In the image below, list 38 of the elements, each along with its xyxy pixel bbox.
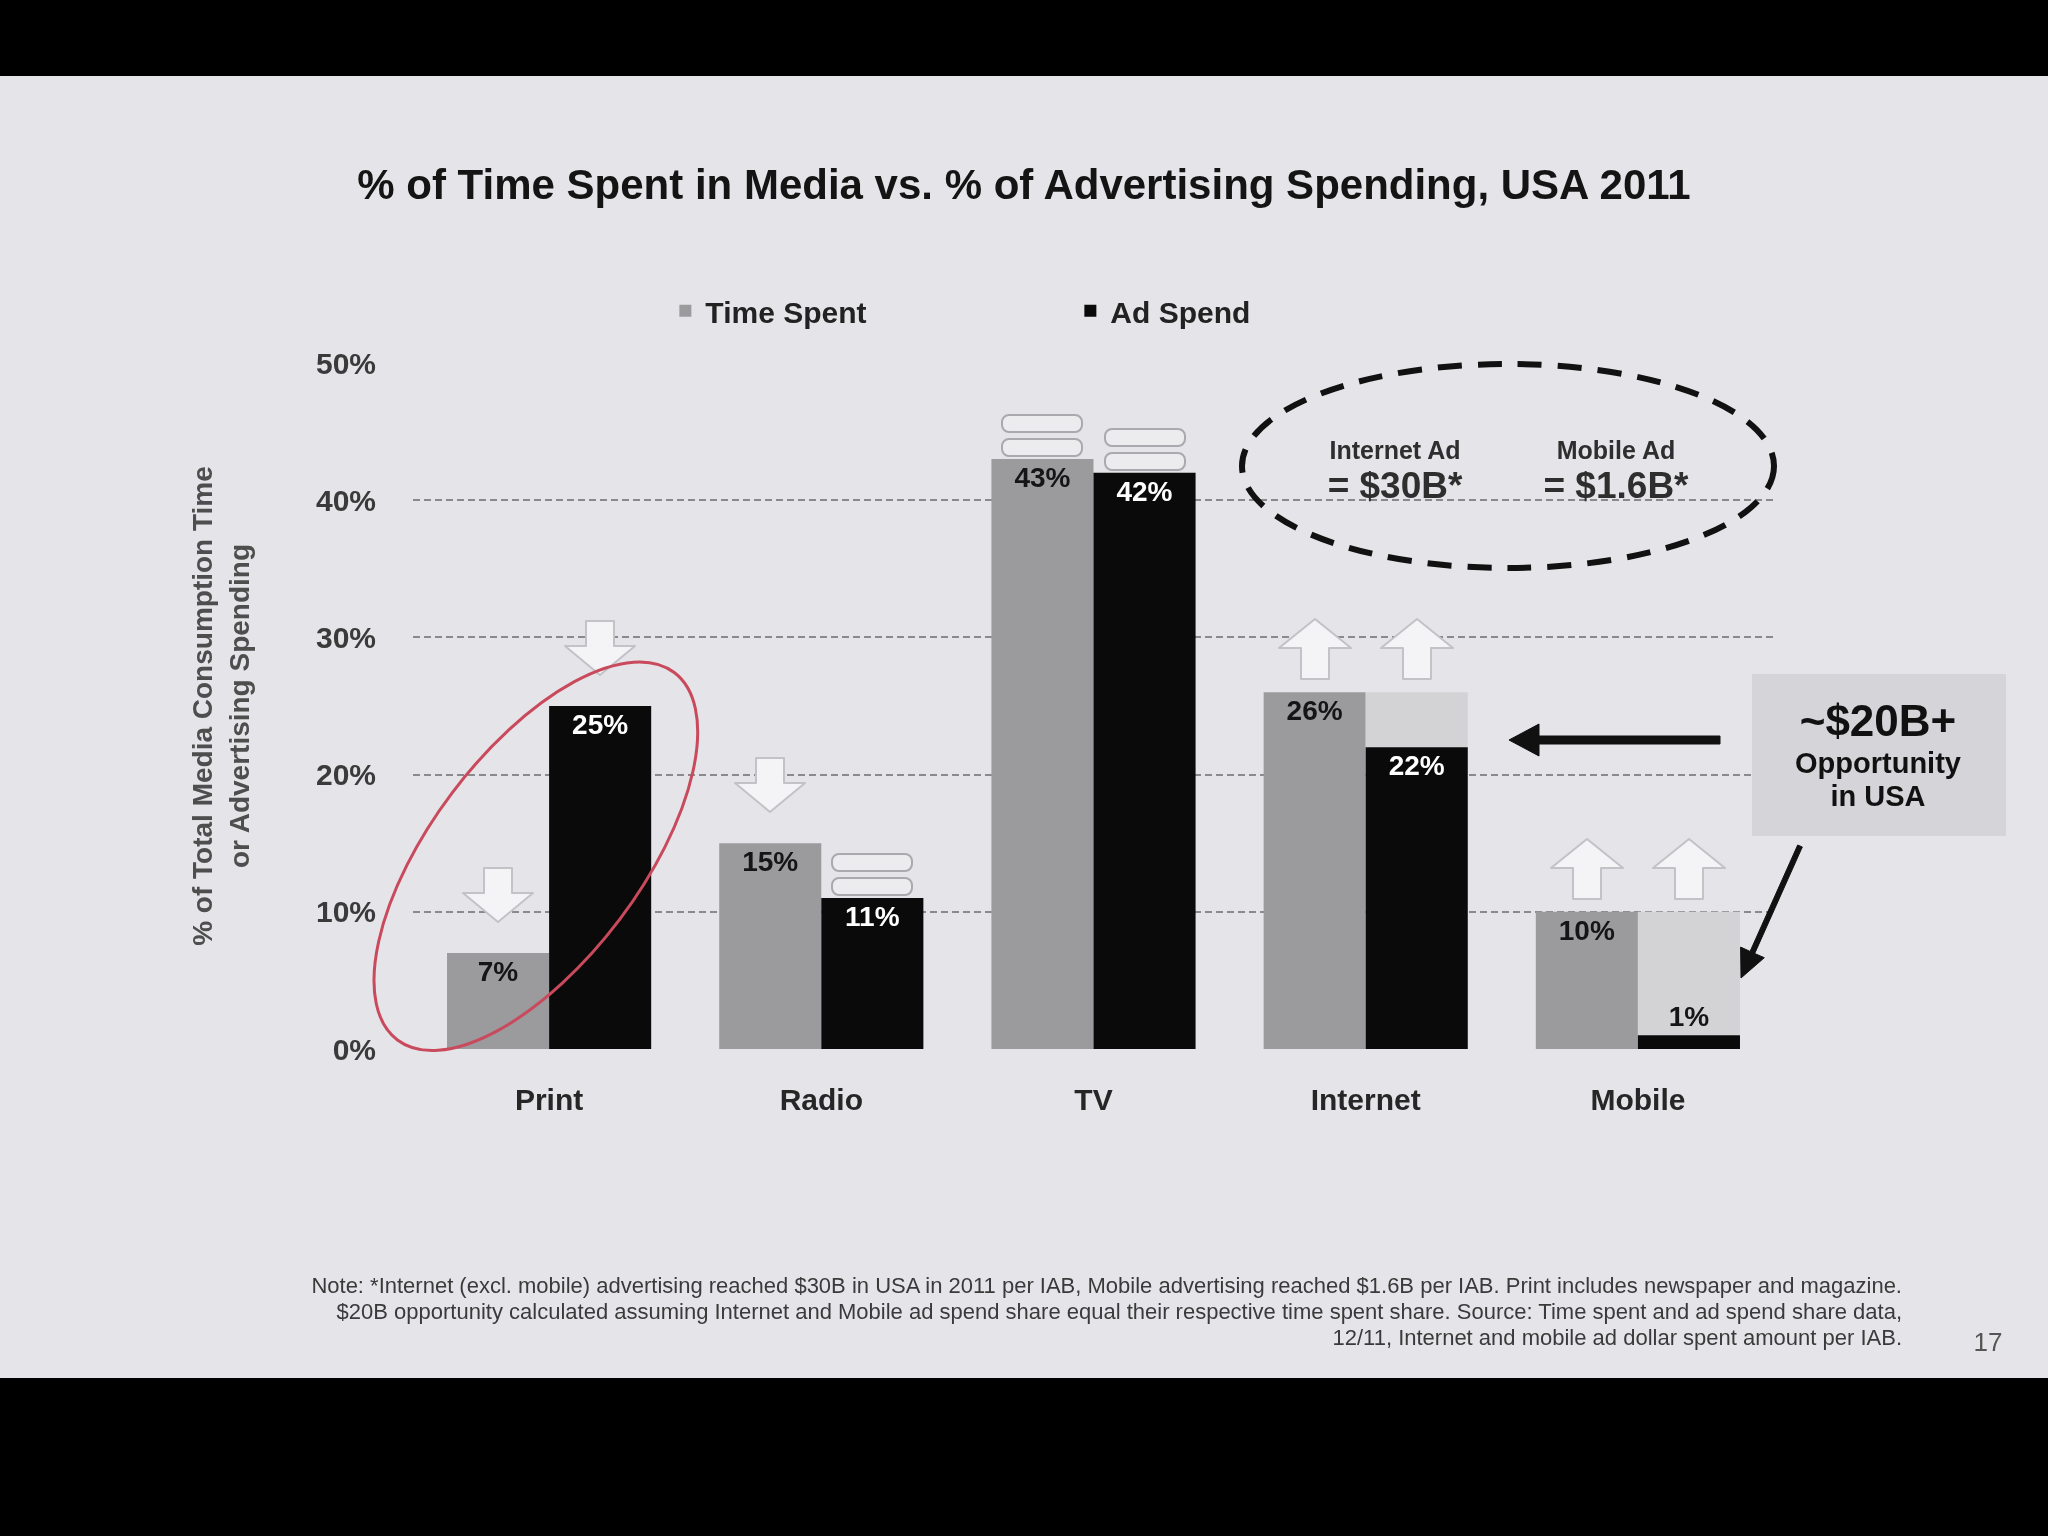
annotation: Internet Ad = $30B* <box>1327 436 1463 508</box>
data-label: 26% <box>1286 695 1343 727</box>
data-label: 42% <box>1116 475 1173 507</box>
y-tick-label: 40% <box>315 483 376 517</box>
legend-label: Ad Spend <box>1110 295 1251 329</box>
data-label: 15% <box>742 846 799 878</box>
data-label: 25% <box>572 709 629 740</box>
bar <box>1263 692 1366 1049</box>
text: Note: *Internet (excl. mobile) advertising reached $30B in USA in 2011 per IAB, Mobile advertising reached $1.6B per IAB. Print includes newspaper and magazine. $20B opportunity calculated assuming Internet and Mobile ad spend share equal their respective time spent share. Source: Time spent and ad spend share data, 12/11, Internet and mobile ad dollar spent amount per IAB. <box>310 1273 1902 1351</box>
x-tick-label: Radio <box>779 1083 863 1116</box>
data-label: 10% <box>1558 914 1615 946</box>
legend-label: Time Spent <box>705 295 867 329</box>
bar <box>719 843 822 1049</box>
x-tick-label: Internet <box>1310 1083 1421 1116</box>
bar <box>447 952 550 1049</box>
text: ~$20B+ Opportunity in USA <box>1795 696 1961 814</box>
data-label: 7% <box>477 955 519 987</box>
y-tick-label: 10% <box>315 895 376 929</box>
bar <box>549 706 652 1049</box>
data-label: 22% <box>1388 750 1445 782</box>
y-axis-title: % of Total Media Consumption Time or Advertising Spending <box>187 466 255 946</box>
x-tick-label: Mobile <box>1590 1083 1686 1116</box>
data-label: 11% <box>845 901 900 933</box>
text: 17 <box>1973 1327 2003 1358</box>
y-tick-label: 50% <box>315 346 376 380</box>
y-tick-label: 20% <box>315 758 376 792</box>
chart-title: % of Time Spent in Media vs. % of Advertising Spending, USA 2011 <box>357 160 1691 208</box>
bar <box>1365 692 1468 748</box>
data-label: 1% <box>1668 1001 1710 1033</box>
bar <box>1535 911 1638 1049</box>
y-tick-label: 30% <box>315 620 376 654</box>
bar <box>1637 1035 1740 1049</box>
x-tick-label: TV <box>1074 1083 1113 1116</box>
bar <box>1365 747 1468 1049</box>
annotation: Mobile Ad = $1.6B* <box>1543 436 1689 508</box>
data-label: 43% <box>1014 462 1071 494</box>
y-tick-label: 0% <box>332 1032 376 1066</box>
x-tick-label: Print <box>514 1083 584 1116</box>
